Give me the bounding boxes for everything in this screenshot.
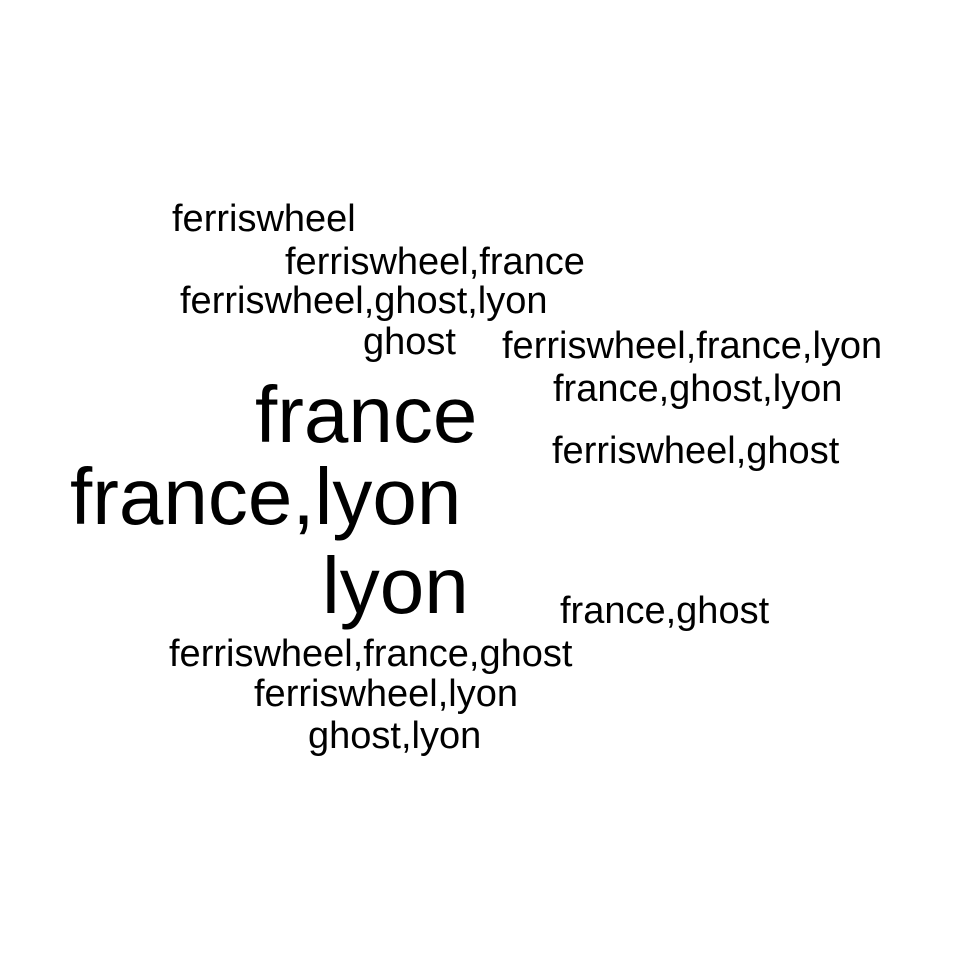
word-france-ghost: france,ghost <box>560 590 770 632</box>
word-france: france <box>255 370 478 459</box>
word-ferriswheel-ghost-lyon: ferriswheel,ghost,lyon <box>180 280 548 322</box>
word-france-lyon: france,lyon <box>70 452 462 541</box>
word-ghost-lyon: ghost,lyon <box>308 715 482 757</box>
word-ferriswheel: ferriswheel <box>172 198 356 240</box>
word-ferriswheel-france: ferriswheel,france <box>285 241 585 283</box>
word-lyon: lyon <box>322 541 469 630</box>
word-ferriswheel-ghost: ferriswheel,ghost <box>552 430 840 472</box>
word-france-ghost-lyon: france,ghost,lyon <box>553 368 843 410</box>
word-ferriswheel-lyon: ferriswheel,lyon <box>254 673 518 715</box>
word-ferriswheel-france-ghost: ferriswheel,france,ghost <box>169 633 573 675</box>
word-ferriswheel-france-lyon: ferriswheel,france,lyon <box>502 325 883 367</box>
word-ghost: ghost <box>363 321 456 363</box>
